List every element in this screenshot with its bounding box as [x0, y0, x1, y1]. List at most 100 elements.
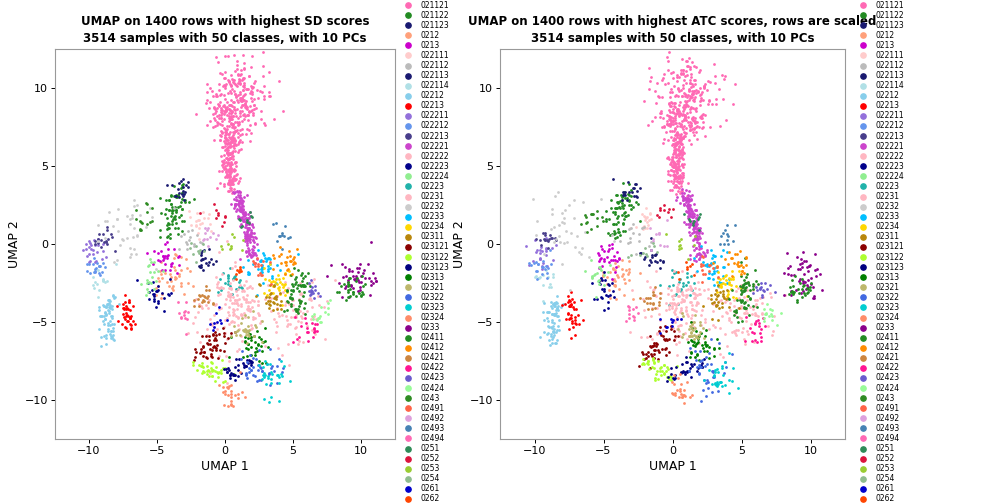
Point: [672, 135, 688, 143]
Point: [247, 351, 263, 359]
Point: [532, 249, 548, 258]
Point: [688, 232, 705, 240]
Point: [239, 234, 255, 242]
Point: [643, 234, 659, 242]
Point: [225, 165, 241, 173]
Point: [710, 291, 726, 299]
Point: [666, 159, 682, 167]
Point: [764, 312, 780, 321]
Point: [222, 77, 238, 85]
Point: [667, 160, 683, 168]
Point: [684, 219, 701, 227]
Point: [232, 367, 248, 375]
Point: [87, 258, 103, 266]
Point: [681, 332, 698, 340]
Point: [214, 270, 230, 278]
Point: [100, 240, 116, 248]
Point: [198, 259, 214, 267]
Point: [202, 367, 218, 375]
Point: [561, 302, 578, 310]
Point: [551, 316, 568, 324]
Point: [173, 205, 190, 213]
Point: [800, 285, 816, 293]
Point: [116, 312, 132, 321]
Point: [600, 247, 616, 256]
Point: [233, 203, 249, 211]
Point: [280, 300, 296, 308]
Point: [685, 289, 702, 297]
Point: [615, 227, 631, 235]
Point: [149, 287, 165, 295]
Point: [219, 140, 235, 148]
Point: [645, 291, 661, 299]
Point: [749, 296, 765, 304]
Point: [270, 344, 286, 352]
Point: [87, 267, 103, 275]
Point: [225, 147, 241, 155]
Point: [221, 114, 237, 122]
Point: [209, 341, 225, 349]
Point: [683, 324, 700, 332]
Point: [224, 175, 240, 183]
Point: [665, 205, 681, 213]
Point: [715, 71, 731, 79]
Point: [666, 162, 682, 170]
Point: [696, 110, 712, 118]
Point: [306, 328, 323, 336]
Point: [541, 336, 557, 344]
Point: [226, 306, 242, 314]
Point: [668, 107, 684, 115]
Point: [302, 286, 319, 294]
Point: [180, 236, 197, 244]
Point: [226, 136, 242, 144]
Point: [686, 323, 703, 331]
Point: [662, 165, 678, 173]
Point: [654, 76, 670, 84]
Point: [238, 221, 254, 229]
Point: [222, 162, 238, 170]
Point: [193, 251, 209, 259]
Point: [678, 220, 695, 228]
Point: [659, 336, 675, 344]
Point: [645, 237, 661, 245]
Point: [235, 210, 251, 218]
Point: [799, 289, 815, 297]
Point: [261, 88, 277, 96]
Point: [635, 295, 651, 303]
Point: [164, 203, 180, 211]
Point: [195, 255, 211, 263]
Point: [202, 117, 218, 125]
Point: [721, 314, 737, 323]
Point: [164, 207, 180, 215]
Text: 022221: 022221: [876, 142, 904, 151]
Point: [190, 308, 206, 316]
Point: [245, 315, 261, 323]
Point: [666, 163, 682, 171]
Point: [537, 250, 553, 259]
Point: [238, 369, 254, 377]
Point: [672, 321, 688, 329]
Point: [97, 302, 113, 310]
Point: [543, 324, 559, 332]
Point: [736, 286, 752, 294]
Point: [212, 316, 228, 324]
Point: [174, 195, 191, 203]
Point: [670, 139, 686, 147]
Point: [219, 383, 235, 391]
Point: [566, 313, 583, 321]
Point: [534, 257, 550, 265]
Point: [251, 361, 267, 369]
Point: [759, 300, 775, 308]
Point: [709, 278, 725, 286]
Point: [666, 113, 682, 121]
Point: [646, 354, 662, 362]
Point: [348, 272, 364, 280]
Point: [241, 224, 257, 232]
Point: [534, 270, 550, 278]
Point: [690, 290, 707, 298]
Point: [202, 233, 218, 241]
Point: [346, 288, 362, 296]
Point: [665, 102, 681, 110]
Point: [171, 252, 187, 260]
Point: [705, 388, 721, 396]
